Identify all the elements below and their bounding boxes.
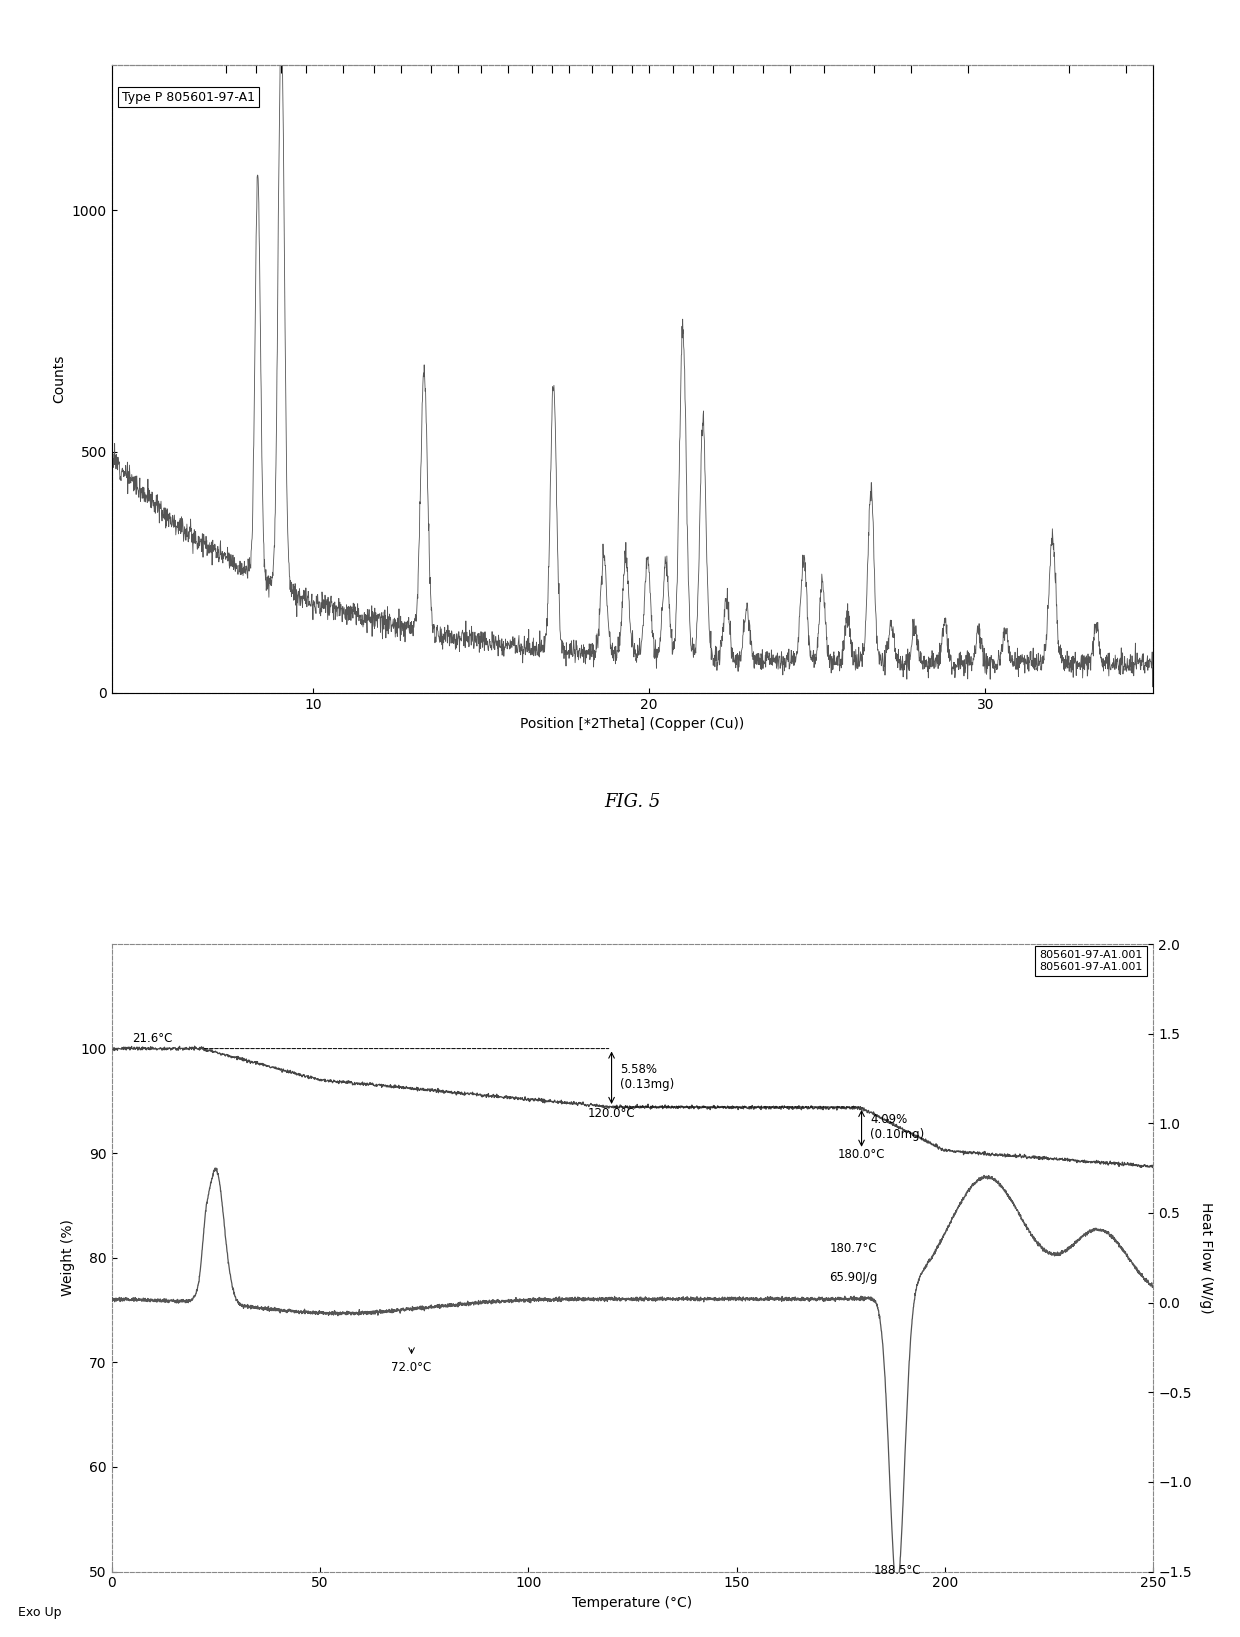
Text: Exo Up: Exo Up: [17, 1606, 61, 1619]
Y-axis label: Heat Flow (W/g): Heat Flow (W/g): [1199, 1202, 1213, 1313]
X-axis label: Temperature (°C): Temperature (°C): [573, 1596, 692, 1609]
Text: Type P 805601-97-A1: Type P 805601-97-A1: [122, 90, 255, 103]
Text: 4.09%
(0.10mg): 4.09% (0.10mg): [870, 1113, 924, 1141]
Text: 65.90J/g: 65.90J/g: [830, 1270, 878, 1283]
Text: 5.58%
(0.13mg): 5.58% (0.13mg): [620, 1062, 675, 1090]
Text: 120.0°C: 120.0°C: [588, 1107, 635, 1120]
Text: 805601-97-A1.001
805601-97-A1.001: 805601-97-A1.001 805601-97-A1.001: [1039, 949, 1143, 972]
Y-axis label: Counts: Counts: [52, 355, 66, 403]
Text: 180.0°C: 180.0°C: [838, 1149, 885, 1161]
Text: 21.6°C: 21.6°C: [133, 1033, 172, 1046]
Text: FIG. 5: FIG. 5: [604, 794, 661, 812]
Text: 188.5°C: 188.5°C: [873, 1565, 921, 1578]
Y-axis label: Weight (%): Weight (%): [61, 1220, 74, 1297]
X-axis label: Position [*2Theta] (Copper (Cu)): Position [*2Theta] (Copper (Cu)): [521, 717, 744, 732]
Text: 72.0°C: 72.0°C: [392, 1360, 432, 1373]
Text: 180.7°C: 180.7°C: [830, 1242, 877, 1256]
